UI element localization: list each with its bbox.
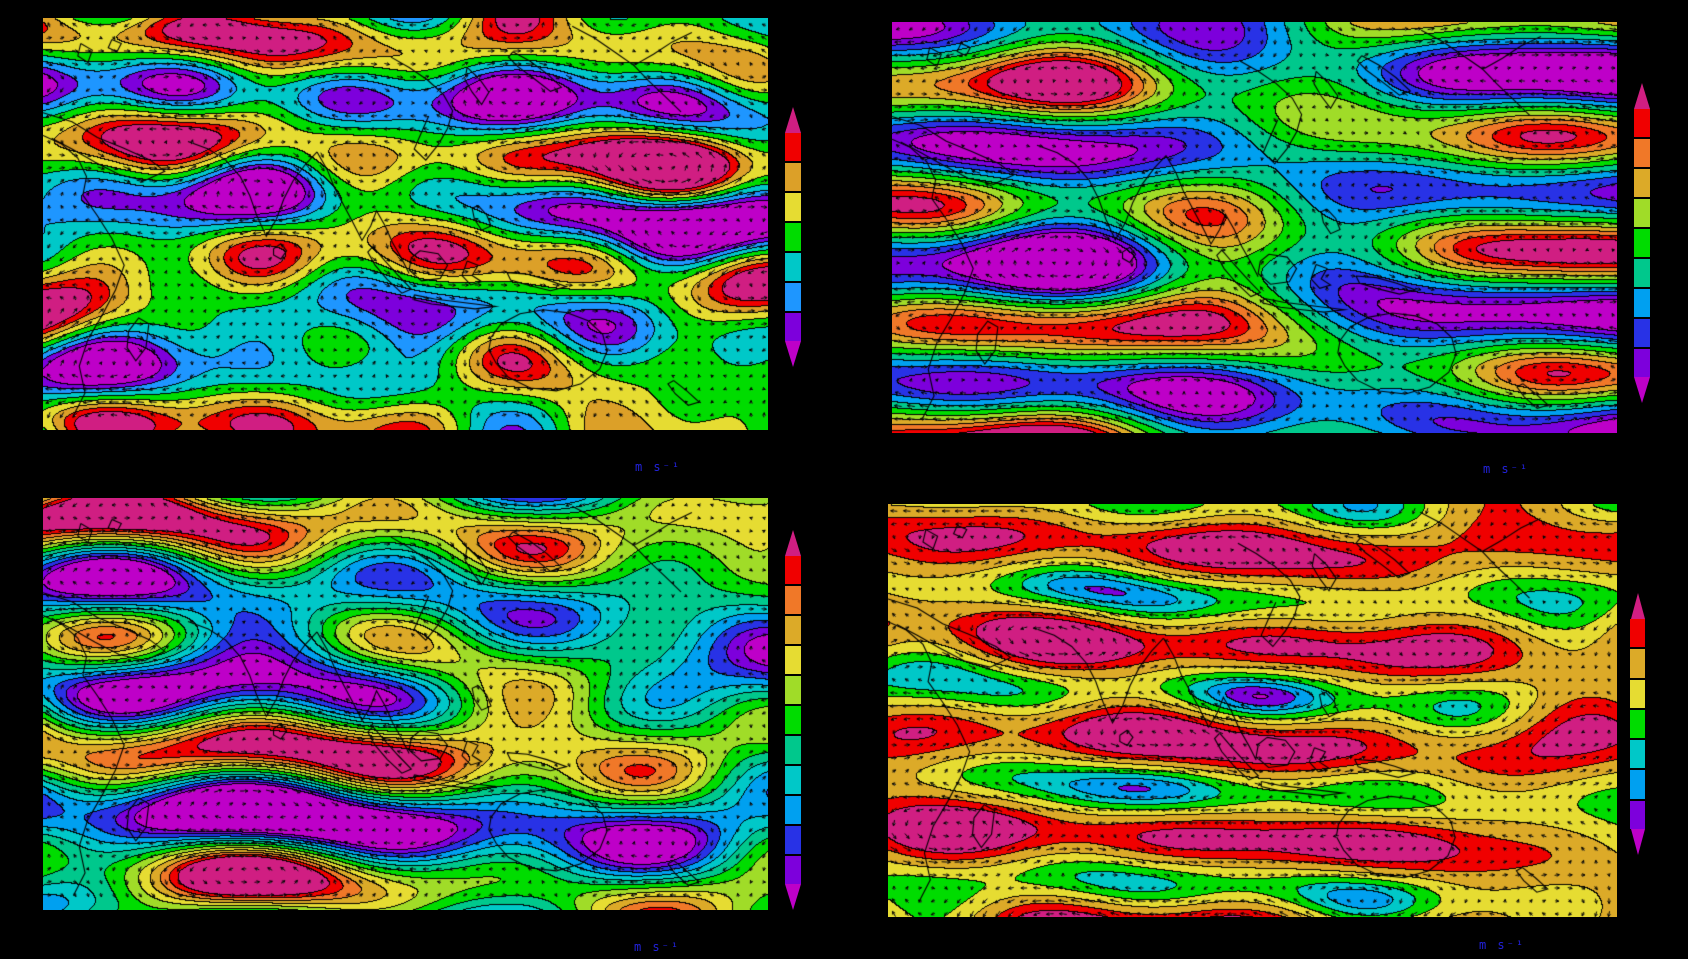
colorbar-segment	[1630, 679, 1645, 708]
colorbar-segment	[785, 283, 801, 311]
colorbar-divider	[1630, 707, 1645, 710]
colorbar-segment	[785, 826, 801, 854]
colorbar-segment	[785, 163, 801, 191]
wind-map-top-left	[43, 18, 768, 430]
colorbar-segment	[785, 193, 801, 221]
colorbar-segment	[785, 796, 801, 824]
colorbar-segment	[1630, 740, 1645, 769]
colorbar-divider	[785, 794, 801, 796]
colorbar-divider	[785, 674, 801, 676]
units-label-top-right: m s⁻¹	[1482, 462, 1530, 476]
colorbar-segment	[1630, 619, 1645, 648]
colorbar-divider	[1630, 738, 1645, 741]
colorbar-segment	[785, 766, 801, 794]
colorbar-segment	[1634, 169, 1650, 197]
units-label-bottom-right: m s⁻¹	[1478, 938, 1526, 952]
colorbar-arrow-down	[1634, 377, 1650, 403]
colorbar-segment	[1630, 770, 1645, 799]
colorbar-divider	[785, 221, 801, 223]
colorbar-segment	[785, 556, 801, 584]
colorbar-arrow-up	[785, 530, 801, 556]
wind-map-top-right	[892, 22, 1617, 433]
colorbar-segment	[1634, 229, 1650, 257]
colorbar-arrow-down	[785, 884, 801, 910]
colorbar-divider	[1630, 647, 1645, 650]
colorbar-segment	[1634, 319, 1650, 347]
wind-map-bottom-left	[43, 498, 768, 910]
colorbar-top-left	[785, 107, 801, 367]
colorbar-segment	[1634, 349, 1650, 377]
colorbar-segment	[785, 676, 801, 704]
colorbar-divider	[785, 614, 801, 616]
colorbar-segment	[1630, 709, 1645, 739]
colorbar-divider	[785, 281, 801, 283]
colorbar-divider	[1634, 287, 1650, 289]
colorbar-divider	[785, 161, 801, 163]
colorbar-segment	[785, 646, 801, 674]
colorbar-divider	[1630, 677, 1645, 680]
wind-map-bottom-right	[888, 504, 1617, 917]
colorbar-segment	[1630, 649, 1645, 678]
colorbar-arrow-up	[1630, 593, 1645, 619]
colorbar-divider	[785, 854, 801, 856]
colorbar-divider	[1634, 257, 1650, 259]
colorbar-arrow-up	[785, 107, 801, 133]
colorbar-divider	[1634, 167, 1650, 169]
colorbar-divider	[785, 251, 801, 253]
colorbar-bottom-left	[785, 530, 801, 910]
colorbar-segment	[1634, 109, 1650, 137]
colorbar-divider	[785, 824, 801, 826]
colorbar-segment	[785, 706, 801, 734]
colorbar-segment	[785, 313, 801, 341]
colorbar-segment	[1630, 800, 1645, 829]
colorbar-divider	[1630, 798, 1645, 801]
colorbar-segment	[1634, 289, 1650, 317]
colorbar-divider	[1634, 317, 1650, 319]
colorbar-divider	[1634, 197, 1650, 199]
colorbar-segment	[785, 736, 801, 764]
colorbar-divider	[1630, 768, 1645, 771]
colorbar-arrow-up	[1634, 83, 1650, 109]
colorbar-top-right	[1634, 83, 1650, 403]
colorbar-arrow-down	[1630, 828, 1645, 855]
colorbar-divider	[785, 584, 801, 586]
colorbar-divider	[785, 764, 801, 766]
colorbar-segment	[1634, 259, 1650, 287]
colorbar-divider	[785, 734, 801, 736]
colorbar-divider	[1634, 137, 1650, 139]
colorbar-divider	[785, 704, 801, 706]
colorbar-segment	[1634, 199, 1650, 227]
units-label-top-left: m s⁻¹	[634, 460, 682, 474]
colorbar-divider	[785, 644, 801, 646]
colorbar-arrow-down	[785, 341, 801, 367]
units-label-bottom-left: m s⁻¹	[633, 940, 681, 954]
colorbar-segment	[1634, 139, 1650, 167]
colorbar-segment	[785, 223, 801, 251]
colorbar-segment	[785, 856, 801, 884]
colorbar-divider	[785, 191, 801, 193]
colorbar-segment	[785, 586, 801, 614]
colorbar-divider	[785, 311, 801, 313]
colorbar-segment	[785, 253, 801, 281]
colorbar-bottom-right	[1630, 593, 1645, 855]
colorbar-segment	[785, 616, 801, 644]
colorbar-divider	[1634, 347, 1650, 349]
colorbar-divider	[1634, 227, 1650, 229]
colorbar-segment	[785, 133, 801, 161]
